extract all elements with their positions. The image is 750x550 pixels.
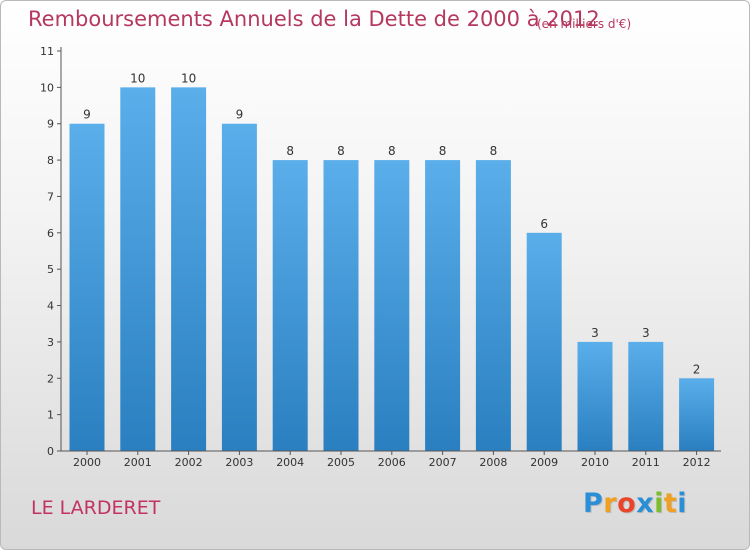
y-tick-label: 9 <box>47 118 54 131</box>
x-tick-label: 2002 <box>175 456 203 469</box>
x-tick-label: 2008 <box>479 456 507 469</box>
bar <box>679 378 715 451</box>
chart-subtitle: (en milliers d'€) <box>537 17 632 31</box>
y-tick-label: 2 <box>47 372 54 385</box>
bar-value-label: 8 <box>286 144 294 158</box>
logo-letter: o <box>617 488 637 519</box>
bar-value-label: 8 <box>490 144 498 158</box>
bar-value-label: 9 <box>236 108 244 122</box>
x-tick-label: 2007 <box>429 456 457 469</box>
x-tick-label: 2010 <box>581 456 609 469</box>
logo-letter: x <box>636 488 655 519</box>
bar <box>221 123 257 452</box>
y-tick-label: 11 <box>40 45 54 58</box>
bar-value-label: 8 <box>337 144 345 158</box>
bar-value-label: 8 <box>439 144 447 158</box>
y-tick-label: 3 <box>47 336 54 349</box>
bar <box>120 87 156 451</box>
x-tick-label: 2012 <box>683 456 711 469</box>
logo-letter: i <box>654 488 664 519</box>
bar <box>171 87 207 451</box>
bar-value-label: 3 <box>591 326 599 340</box>
x-tick-label: 2011 <box>632 456 660 469</box>
proxiti-logo: Proxiti <box>583 488 687 519</box>
x-tick-label: 2006 <box>378 456 406 469</box>
bar-value-label: 2 <box>693 362 701 376</box>
bar-value-label: 10 <box>130 71 145 85</box>
y-tick-label: 6 <box>47 227 54 240</box>
y-tick-label: 8 <box>47 154 54 167</box>
bar <box>272 160 308 451</box>
x-tick-label: 2005 <box>327 456 355 469</box>
logo-letter: i <box>677 488 688 519</box>
y-tick-label: 1 <box>47 409 54 422</box>
y-tick-label: 4 <box>47 300 54 313</box>
bar-value-label: 9 <box>83 108 91 122</box>
bar <box>425 160 461 451</box>
logo-letter: r <box>603 488 618 519</box>
x-tick-label: 2001 <box>124 456 152 469</box>
logo-letter: t <box>663 488 678 519</box>
bar-value-label: 8 <box>388 144 396 158</box>
bar <box>577 341 613 451</box>
x-tick-label: 2009 <box>530 456 558 469</box>
bar <box>526 232 562 451</box>
bar <box>69 123 105 452</box>
bar-value-label: 10 <box>181 71 196 85</box>
y-tick-label: 0 <box>47 445 54 458</box>
bar <box>475 160 511 451</box>
x-tick-label: 2000 <box>73 456 101 469</box>
bar <box>323 160 359 451</box>
bar-value-label: 6 <box>540 217 548 231</box>
logo-letter: P <box>583 488 604 519</box>
bar-value-label: 3 <box>642 326 650 340</box>
x-tick-label: 2003 <box>225 456 253 469</box>
bar <box>374 160 410 451</box>
y-tick-label: 5 <box>47 263 54 276</box>
y-tick-label: 10 <box>40 81 54 94</box>
chart-title: Remboursements Annuels de la Dette de 20… <box>28 7 600 31</box>
bar <box>628 341 664 451</box>
y-tick-label: 7 <box>47 190 54 203</box>
x-tick-label: 2004 <box>276 456 304 469</box>
commune-name: LE LARDERET <box>31 497 161 519</box>
